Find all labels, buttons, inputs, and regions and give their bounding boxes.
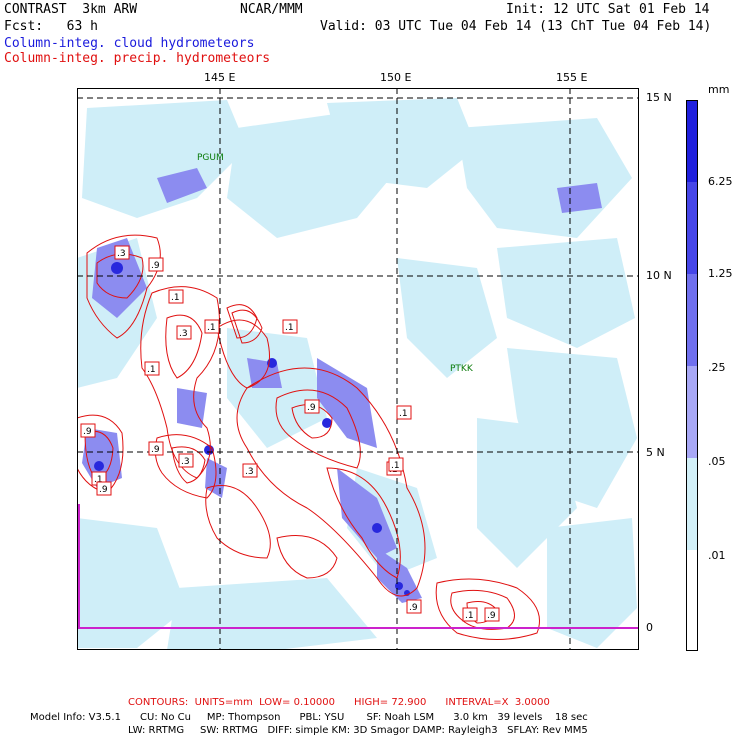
model-title: CONTRAST 3km ARW bbox=[4, 2, 138, 17]
contour-label-box bbox=[80, 423, 96, 438]
lat-label-15n: 15 N bbox=[646, 91, 672, 104]
model-info-line-2: LW: RRTMG SW: RRTMG DIFF: simple KM: 3D … bbox=[128, 725, 588, 736]
contour-label: .1 bbox=[399, 409, 408, 419]
colorbar-label-.25: .25 bbox=[708, 361, 726, 374]
map-frame bbox=[77, 88, 639, 650]
colorbar-label-6.25: 6.25 bbox=[708, 175, 733, 188]
contour-label: .9 bbox=[487, 611, 496, 621]
contour-label-box bbox=[462, 607, 478, 622]
colorbar-swatch-6 bbox=[686, 550, 698, 650]
colorbar-frame bbox=[686, 100, 698, 651]
contour-label: .1 bbox=[207, 323, 216, 333]
contour-label: .3 bbox=[117, 249, 126, 259]
colorbar-unit: mm bbox=[708, 83, 730, 96]
organization-label: NCAR/MMM bbox=[240, 2, 303, 17]
forecast-hour: Fcst: 63 h bbox=[4, 19, 98, 34]
contour-label-box bbox=[304, 399, 320, 414]
station-ptkk-label: PTKK bbox=[450, 364, 474, 374]
contour-label: .1 bbox=[465, 611, 474, 621]
contour-label-box bbox=[204, 319, 220, 334]
contour-label: .9 bbox=[151, 261, 160, 271]
contour-label: .1 bbox=[147, 365, 156, 375]
colorbar-swatch-3 bbox=[686, 274, 698, 366]
legend-cloud-hydrometeors: Column-integ. cloud hydrometeors bbox=[4, 36, 255, 51]
contour-label-box bbox=[144, 361, 160, 376]
contour-label-box bbox=[114, 245, 130, 260]
model-info-line-1: Model Info: V3.5.1 CU: No Cu MP: Thompso… bbox=[30, 712, 588, 723]
contour-label: .9 bbox=[83, 427, 92, 437]
colorbar-label-1.25: 1.25 bbox=[708, 267, 733, 280]
contour-label: .9 bbox=[307, 403, 316, 413]
contour-label-box bbox=[484, 607, 500, 622]
contours-info: CONTOURS: UNITS=mm LOW= 0.10000 HIGH= 72… bbox=[128, 697, 550, 708]
colorbar-swatch-4 bbox=[686, 366, 698, 458]
lon-label-155: 155 E bbox=[556, 71, 588, 84]
lat-label-5n: 5 N bbox=[646, 446, 665, 459]
init-time: Init: 12 UTC Sat 01 Feb 14 bbox=[506, 2, 710, 17]
lon-label-145: 145 E bbox=[204, 71, 236, 84]
colorbar-swatch-1 bbox=[686, 100, 698, 182]
contour-label-group: .3.9.1.3.1.1.1.9.1.9.3.9.1.9.1.3.1.9.1.9 bbox=[80, 245, 500, 622]
lon-label-150: 150 E bbox=[380, 71, 412, 84]
contour-label-box bbox=[178, 453, 194, 468]
contour-label: .9 bbox=[99, 485, 108, 495]
contour-label: .9 bbox=[409, 603, 418, 613]
contour-label-box bbox=[148, 441, 164, 456]
contour-label-box bbox=[282, 319, 298, 334]
contour-label: .1 bbox=[94, 475, 103, 485]
lat-lon-grid bbox=[77, 88, 639, 650]
contour-label: .3 bbox=[245, 467, 254, 477]
lat-label-0: 0 bbox=[646, 621, 653, 634]
colorbar-label-.01: .01 bbox=[708, 549, 726, 562]
station-pgum-label: PGUM bbox=[197, 153, 224, 163]
contour-label-box bbox=[168, 289, 184, 304]
contour-label: .1 bbox=[391, 461, 400, 471]
legend-precip-hydrometeors: Column-integ. precip. hydrometeors bbox=[4, 51, 271, 66]
contour-label: .1 bbox=[171, 293, 180, 303]
colorbar-swatch-2 bbox=[686, 182, 698, 274]
contour-label-box bbox=[406, 599, 422, 614]
contour-label-box bbox=[176, 325, 192, 340]
hydrometeor-map: .3.9.1.3.1.1.1.9.1.9.3.9.1.9.1.3.1.9.1.9… bbox=[77, 88, 639, 650]
lat-label-10n: 10 N bbox=[646, 269, 672, 282]
contour-label-box bbox=[388, 457, 404, 472]
valid-time: Valid: 03 UTC Tue 04 Feb 14 (13 ChT Tue … bbox=[320, 19, 712, 34]
contour-label: .3 bbox=[179, 329, 188, 339]
contour-label: .1 bbox=[285, 323, 294, 333]
contour-label-box bbox=[148, 257, 164, 272]
colorbar-label-.05: .05 bbox=[708, 455, 726, 468]
colorbar-swatch-5 bbox=[686, 458, 698, 550]
contour-label-box bbox=[96, 481, 112, 496]
colorbar bbox=[686, 100, 698, 651]
contour-label-box bbox=[396, 405, 412, 420]
contour-label: .9 bbox=[151, 445, 160, 455]
contour-label: .3 bbox=[181, 457, 190, 467]
contour-label-box bbox=[242, 463, 258, 478]
